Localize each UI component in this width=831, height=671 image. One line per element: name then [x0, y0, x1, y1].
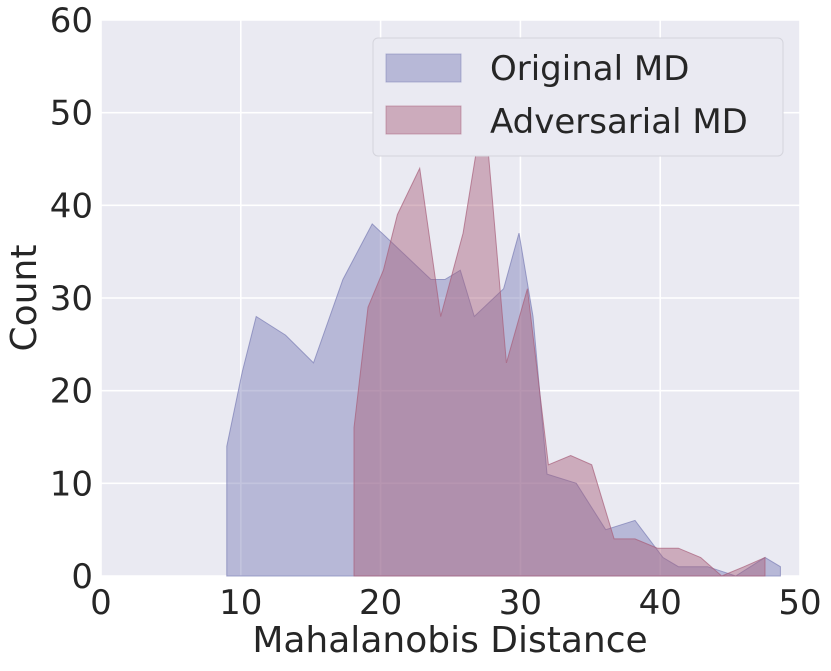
y-tick-label: 60: [50, 1, 93, 41]
legend-label-adversarial: Adversarial MD: [490, 102, 748, 142]
x-tick-label: 0: [90, 583, 112, 623]
y-tick-label: 10: [50, 464, 93, 504]
legend: Original MD Adversarial MD: [372, 37, 784, 157]
legend-box: [372, 37, 784, 157]
series-area-1: [353, 103, 766, 577]
legend-swatch-original: [385, 53, 462, 83]
tick-labels: 0 10 20 30 40 50 0 10 20 30 40 50 60: [50, 1, 822, 623]
y-tick-label: 0: [71, 557, 93, 597]
x-tick-label: 50: [778, 583, 821, 623]
x-axis-label: Mahalanobis Distance: [252, 620, 647, 661]
x-tick-label: 30: [499, 583, 542, 623]
x-tick-label: 10: [219, 583, 262, 623]
x-tick-label: 40: [639, 583, 682, 623]
y-tick-label: 40: [50, 186, 93, 226]
y-tick-label: 20: [50, 372, 93, 412]
y-tick-label: 50: [50, 94, 93, 134]
legend-label-original: Original MD: [490, 49, 689, 89]
x-tick-label: 20: [359, 583, 402, 623]
y-tick-label: 30: [50, 279, 93, 319]
y-axis-label: Count: [4, 245, 45, 352]
series-layer: [226, 103, 781, 577]
series-area-0: [226, 223, 781, 577]
legend-swatch-adversarial: [385, 105, 462, 135]
